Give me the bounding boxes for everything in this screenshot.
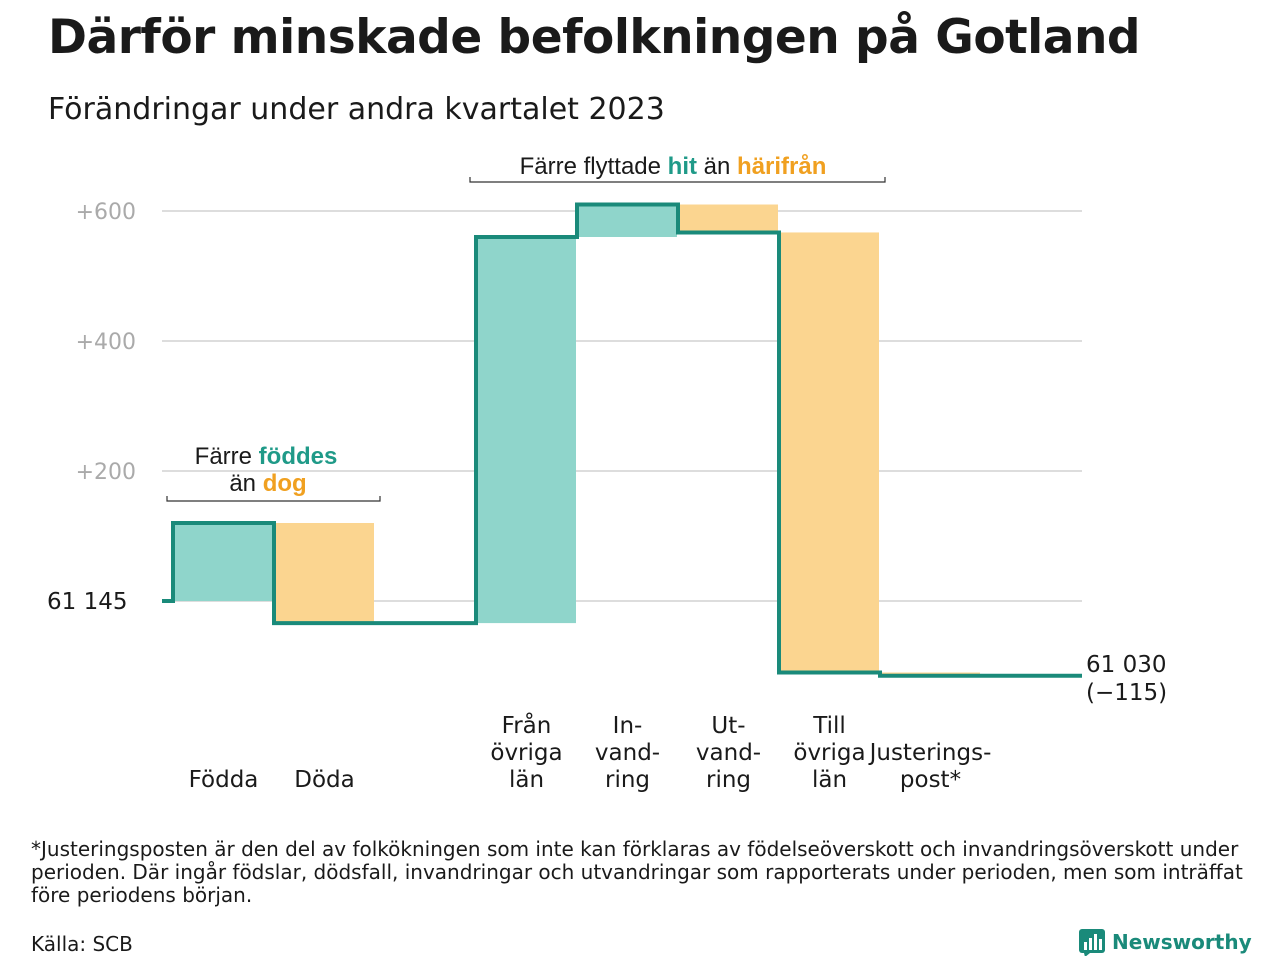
births-bracket <box>166 496 381 502</box>
category-label-line: övriga <box>490 740 562 766</box>
source-label: Källa: SCB <box>31 932 133 956</box>
end-change-label: (−115) <box>1086 680 1167 706</box>
brand-name: Newsworthy <box>1112 930 1252 954</box>
category-label-line: ring <box>605 767 650 793</box>
category-label: Döda <box>294 767 354 793</box>
annotation-text: Färre <box>195 443 259 470</box>
annotation-highlight-died: dog <box>263 470 307 497</box>
cumulative-line <box>162 202 1082 678</box>
bar <box>174 523 273 601</box>
end-value-label: 61 030 <box>1086 652 1166 678</box>
bar <box>477 237 576 624</box>
category-label: Födda <box>189 767 259 793</box>
category-label-line: Justerings- <box>868 740 992 766</box>
category-label-line: Döda <box>294 767 354 793</box>
chart-subtitle: Förändringar under andra kvartalet 2023 <box>48 92 665 127</box>
category-label-line: vand- <box>696 740 761 766</box>
annotation-highlight-here: hit <box>668 153 697 180</box>
annotation-text: än <box>229 470 262 497</box>
births-annotation-line1: Färre föddes <box>195 443 338 470</box>
bar <box>679 204 778 233</box>
category-label: Från övriga län <box>490 711 562 793</box>
annotation-text: Färre flyttade <box>520 153 668 180</box>
annotation-highlight-born: föddes <box>259 443 338 470</box>
category-label-line: övriga <box>793 740 865 766</box>
category-label: Justerings-post* <box>868 740 992 793</box>
category-label: Till övriga län <box>793 713 865 793</box>
moves-bracket <box>469 177 886 183</box>
category-label: Ut-vand-ring <box>696 713 761 793</box>
births-annotation-line2: än dog <box>229 470 306 497</box>
category-label-line: Från <box>502 711 552 739</box>
moves-annotation: Färre flyttade hit än härifrån <box>520 153 827 180</box>
newsworthy-icon <box>1079 929 1105 956</box>
category-label-line: vand- <box>595 740 660 766</box>
bar <box>578 204 677 237</box>
category-label-line: In- <box>613 713 643 739</box>
bar <box>275 523 374 624</box>
y-tick-label: +200 <box>76 460 136 485</box>
chart-title: Därför minskade befolkningen på Gotland <box>48 10 1141 65</box>
bar <box>780 232 879 673</box>
brand-logo: Newsworthy <box>1078 928 1252 956</box>
category-label-line: post* <box>900 767 961 793</box>
start-value-label: 61 145 <box>47 589 127 615</box>
category-label-line: län <box>812 767 847 793</box>
annotation-text: än <box>697 153 737 180</box>
category-label-line: län <box>509 767 544 793</box>
category-label: In-vand-ring <box>595 713 660 793</box>
category-label-line: Ut- <box>711 713 745 739</box>
category-label-line: ring <box>706 767 751 793</box>
category-label-line: Till <box>812 713 846 739</box>
footnote: *Justeringsposten är den del av folkökni… <box>31 837 1243 907</box>
category-label-line: Födda <box>189 767 259 793</box>
y-tick-label: +600 <box>76 200 136 225</box>
annotation-highlight-away: härifrån <box>737 153 826 180</box>
y-tick-label: +400 <box>76 330 136 355</box>
